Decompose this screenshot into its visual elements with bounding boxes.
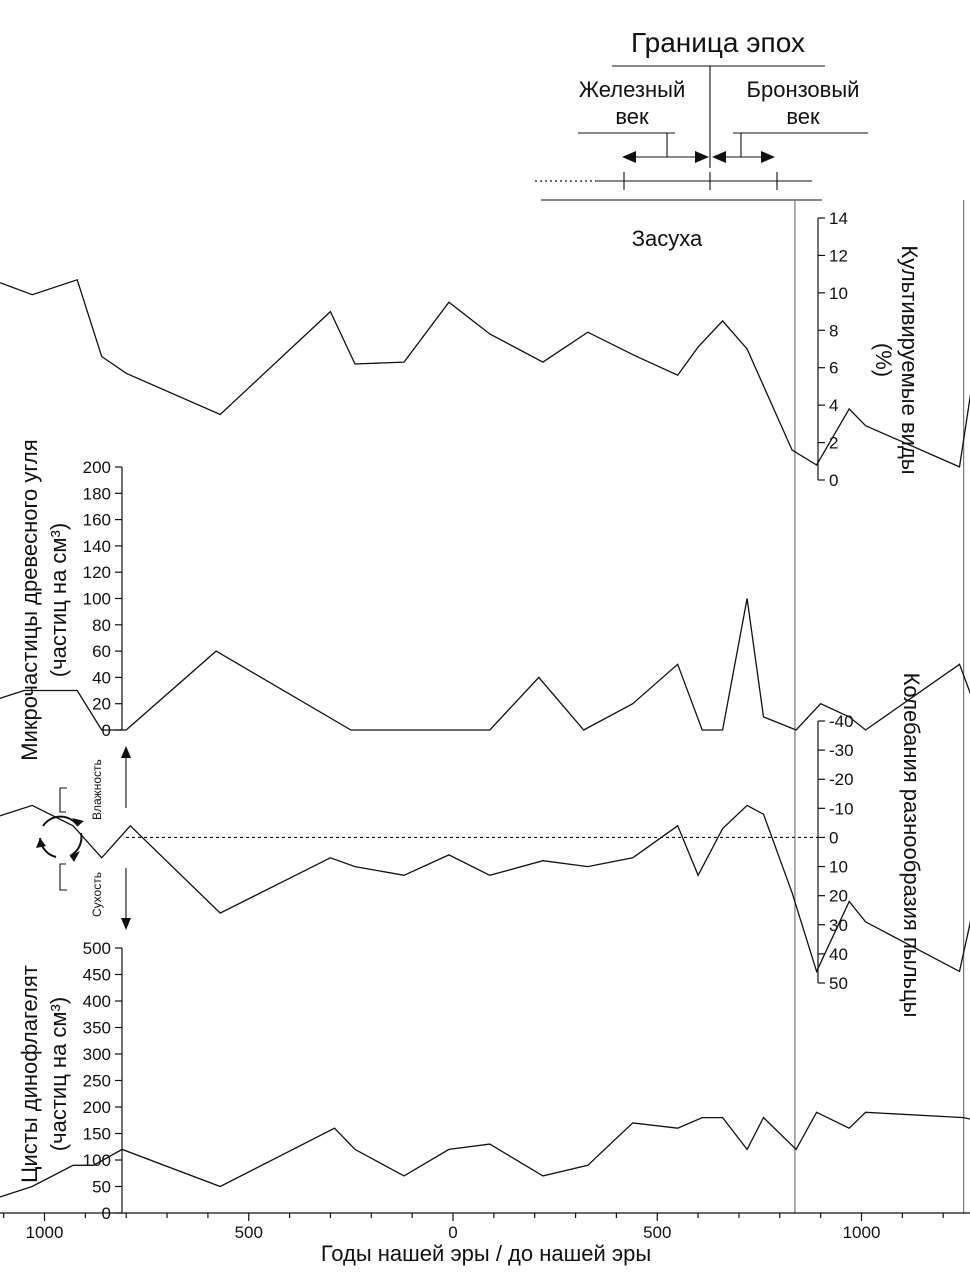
pollen-tick-label-5: 10 [829, 858, 848, 877]
dinoflagellate-tick-label-5: 250 [83, 1072, 111, 1091]
drought-label: Засуха [632, 226, 703, 251]
x-tick-label-2: 500 [235, 1223, 263, 1242]
charcoal-tick-label-3: 60 [92, 642, 111, 661]
dinoflagellate-tick-label-1: 50 [92, 1178, 111, 1197]
charcoal-panel: 0 20 40 60 80 100 120 140 160 180 200 [0, 458, 970, 740]
epoch-header: Граница эпох Железный век Бронзовый век … [535, 27, 868, 251]
cultivated-tick-label-2: 4 [829, 396, 838, 415]
pollen-tick-label-3: -10 [829, 799, 854, 818]
dinoflagellate-tick-label-7: 350 [83, 1019, 111, 1038]
cycle-icon [36, 815, 84, 862]
charcoal-tick-label-6: 120 [83, 563, 111, 582]
charcoal-series-line [0, 598, 970, 731]
charcoal-y-title: Микрочастицы древесного угля [17, 439, 42, 760]
charcoal-tick-label-1: 20 [92, 695, 111, 714]
dinoflagellate-tick-label-6: 300 [83, 1045, 111, 1064]
cultivated-y-title-unit: (%) [871, 343, 896, 377]
cultivated-tick-label-7: 14 [829, 209, 848, 228]
dinoflagellate-tick-label-3: 150 [83, 1125, 111, 1144]
charcoal-tick-label-2: 40 [92, 668, 111, 687]
pollen-tick-label-6: 20 [829, 887, 848, 906]
dry-label: Сухость [90, 872, 104, 917]
cultivated-panel: 0 2 4 6 8 10 12 14 [0, 209, 970, 490]
pollen-tick-label-8: 40 [829, 945, 848, 964]
x-tick-label-3: 0 [448, 1223, 457, 1242]
dinoflagellate-tick-label-8: 400 [83, 992, 111, 1011]
cultivated-tick-label-6: 12 [829, 246, 848, 265]
x-tick-label-1: 1000 [26, 1223, 64, 1242]
bronze-age-label: Бронзовый [747, 77, 860, 102]
cultivated-tick-label-1: 2 [829, 434, 838, 453]
pollen-series-line [0, 804, 970, 974]
x-tick-label-4: 500 [643, 1223, 671, 1242]
boundary-lines [794, 200, 965, 1213]
dino-y-title: Цисты динофлагелят [17, 965, 42, 1183]
wet-label: Влажность [90, 759, 104, 820]
charcoal-tick-label-8: 160 [83, 511, 111, 530]
charcoal-y-title-unit: (частиц на см³) [46, 523, 71, 677]
pollen-tick-label-1: -30 [829, 741, 854, 760]
charcoal-tick-label-7: 140 [83, 537, 111, 556]
dinoflagellate-series-line [0, 1111, 970, 1198]
humidity-cycle-indicator: Влажность Сухость [36, 746, 131, 930]
dinoflagellate-tick-label-9: 450 [83, 966, 111, 985]
panels: 02468101214020406080100120140160180200-4… [0, 209, 970, 1223]
x-tick-label-5: 1000 [843, 1223, 881, 1242]
cultivated-tick-label-0: 0 [829, 471, 838, 490]
cultivated-tick-label-5: 10 [829, 284, 848, 303]
epoch-boundary-title: Граница эпох [631, 27, 805, 58]
pollen-y-title: Колебания разнообразия пыльцы [899, 673, 924, 1018]
pollen-tick-label-9: 50 [829, 974, 848, 993]
bronze-age-label-2: век [786, 104, 820, 129]
x-axis-title: Годы нашей эры / до нашей эры [321, 1241, 651, 1266]
cultivated-y-title: Культивируемые виды [897, 245, 922, 474]
cultivated-tick-label-3: 6 [829, 359, 838, 378]
charcoal-tick-label-5: 100 [83, 590, 111, 609]
pollen-tick-label-4: 0 [829, 828, 838, 847]
iron-age-label-2: век [615, 104, 649, 129]
x-axis: 15001000500050010001500 [0, 1212, 970, 1242]
charcoal-tick-label-4: 80 [92, 616, 111, 635]
pollen-tick-label-2: -20 [829, 770, 854, 789]
dinoflagellate-tick-label-4: 200 [83, 1098, 111, 1117]
charcoal-tick-label-10: 200 [83, 458, 111, 477]
dinoflagellate-tick-label-2: 100 [83, 1151, 111, 1170]
charcoal-tick-label-9: 180 [83, 484, 111, 503]
iron-age-label: Железный [579, 77, 685, 102]
dinoflagellate-tick-label-10: 500 [83, 939, 111, 958]
pollen-tick-label-0: -40 [829, 712, 854, 731]
dino-y-title-unit: (частиц на см³) [46, 997, 71, 1151]
cultivated-tick-label-4: 8 [829, 321, 838, 340]
cultivated-series-line [0, 278, 970, 468]
